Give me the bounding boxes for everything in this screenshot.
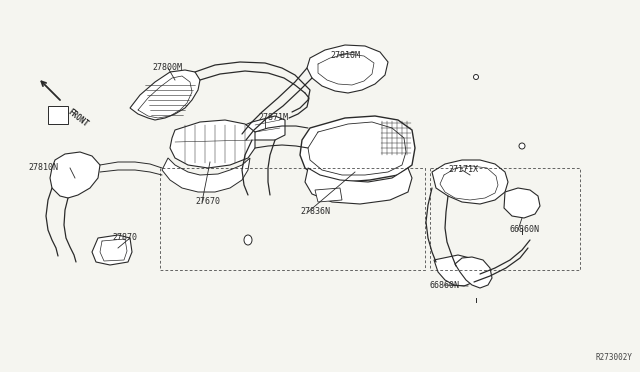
Polygon shape [92,235,132,265]
Circle shape [519,143,525,149]
Text: 27171X: 27171X [448,166,478,174]
Polygon shape [315,188,342,202]
Text: 27871M: 27871M [258,113,288,122]
Text: 27810M: 27810M [330,51,360,60]
Polygon shape [170,120,255,168]
Polygon shape [504,188,540,218]
Text: 27800M: 27800M [152,64,182,73]
Polygon shape [300,116,415,182]
Text: 27670: 27670 [195,198,220,206]
Polygon shape [307,45,388,93]
Text: 66860N: 66860N [510,225,540,234]
Text: 27870: 27870 [112,234,137,243]
Polygon shape [130,70,200,120]
Circle shape [474,74,479,80]
Polygon shape [162,158,250,192]
Text: 27836N: 27836N [300,208,330,217]
Text: R273002Y: R273002Y [595,353,632,362]
Text: 66860N: 66860N [430,280,460,289]
Polygon shape [434,255,480,286]
Bar [48,106,68,124]
Text: 27810N: 27810N [28,164,58,173]
Polygon shape [50,152,100,198]
Ellipse shape [244,235,252,245]
Polygon shape [305,168,412,204]
Text: FRONT: FRONT [66,107,90,128]
Polygon shape [455,257,492,288]
Polygon shape [432,160,508,204]
Polygon shape [245,116,285,140]
